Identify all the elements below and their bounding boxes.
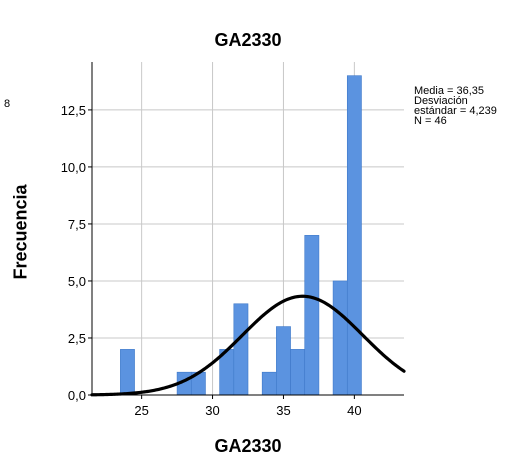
- x-axis-label: GA2330: [214, 436, 282, 456]
- x-tick-label: 35: [276, 403, 290, 418]
- y-tick-label: 5,0: [68, 274, 86, 289]
- statistics-legend: Media = 36,35 Desviación estándar = 4,23…: [414, 85, 497, 127]
- histogram-bar: [304, 235, 320, 396]
- x-tick-label: 30: [205, 403, 219, 418]
- stat-n: N = 46: [414, 115, 447, 127]
- y-tick-label: 10,0: [61, 160, 86, 175]
- histogram-bar: [290, 349, 306, 396]
- chart-title: GA2330: [214, 30, 282, 50]
- histogram-bar: [346, 75, 362, 396]
- y-tick-label: 12,5: [61, 103, 86, 118]
- x-tick-label: 25: [134, 403, 148, 418]
- y-tick-label: 2,5: [68, 331, 86, 346]
- y-tick-label: 7,5: [68, 217, 86, 232]
- y-tick-label: 0,0: [68, 388, 86, 403]
- histogram-bar: [233, 303, 249, 396]
- x-tick-label: 40: [347, 403, 361, 418]
- histogram-bars: [120, 75, 362, 396]
- normal-curve: [90, 294, 406, 397]
- histogram-bar: [120, 349, 135, 396]
- axes: [88, 62, 404, 399]
- tick-labels: 25 30 35 40 0,0 2,5 5,0 7,5 10,0 12,5: [61, 103, 362, 418]
- stat-sd-label: Desviación: [414, 95, 468, 107]
- left-edge-label: 8: [4, 98, 11, 110]
- histogram-bar: [332, 280, 348, 396]
- stat-mean: Media = 36,35: [414, 85, 485, 97]
- normal-curve-layer: [90, 294, 406, 397]
- histogram-bar: [261, 371, 277, 396]
- histogram-bar: [276, 326, 291, 396]
- stat-sd-value: estándar = 4,239: [414, 105, 497, 117]
